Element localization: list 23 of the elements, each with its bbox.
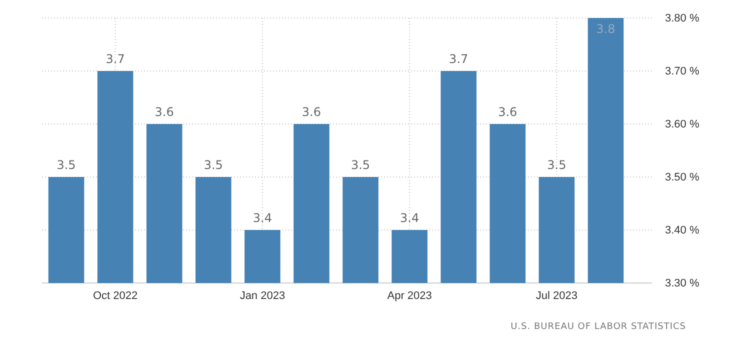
data-label: 3.6 — [154, 105, 174, 119]
y-tick-label: 3.80 % — [665, 12, 700, 25]
data-label: 3.4 — [252, 211, 272, 225]
data-label: 3.5 — [204, 158, 223, 172]
data-label: 3.7 — [106, 52, 125, 66]
y-tick-label: 3.60 % — [665, 118, 700, 131]
x-tick-label: Jan 2023 — [240, 290, 286, 302]
text: U.S. BUREAU OF LABOR STATISTICS — [510, 322, 686, 332]
y-tick-label: 3.30 % — [665, 278, 700, 290]
y-tick-label: 3.50 % — [665, 172, 700, 184]
x-tick-label: Apr 2023 — [387, 290, 432, 302]
x-tick-label: Oct 2022 — [92, 290, 138, 302]
x-tick-label: Jul 2023 — [536, 290, 578, 302]
data-label: 3.4 — [400, 211, 420, 225]
data-label: 3.8 — [596, 22, 616, 36]
data-label: 3.5 — [350, 158, 370, 172]
data-label: 3.6 — [498, 105, 518, 119]
data-label: 3.5 — [547, 158, 566, 172]
y-tick-label: 3.40 % — [665, 224, 700, 237]
y-tick-label: 3.70 % — [665, 66, 700, 78]
data-label: 3.6 — [302, 105, 322, 119]
data-label: 3.7 — [449, 52, 468, 66]
data-label: 3.5 — [56, 158, 76, 172]
